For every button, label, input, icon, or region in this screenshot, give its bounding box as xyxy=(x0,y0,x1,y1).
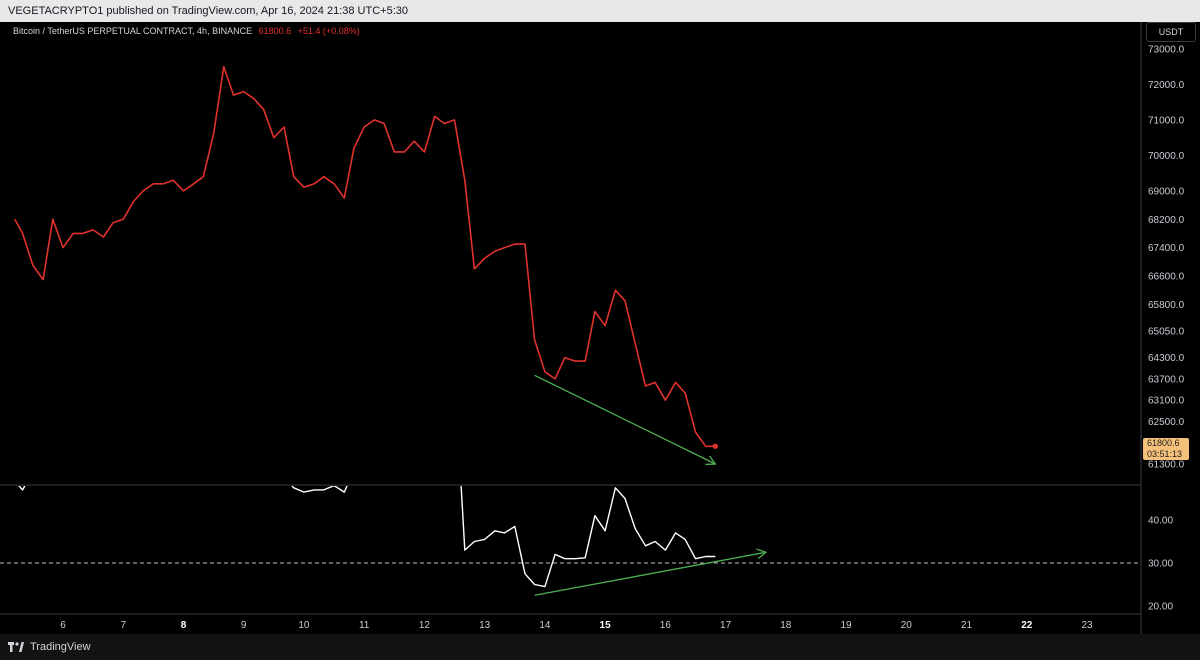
price-tick-label: 67400.0 xyxy=(1148,243,1185,254)
price-trend-arrow xyxy=(534,374,716,465)
indicator-tick-label: 40.00 xyxy=(1148,516,1173,527)
time-tick-label: 8 xyxy=(181,620,187,631)
currency-unit-label[interactable]: USDT xyxy=(1146,22,1196,42)
indicator-axis[interactable]: 40.00 30.00 20.00 xyxy=(1148,516,1173,613)
time-tick-label: 23 xyxy=(1081,620,1093,631)
price-axis[interactable]: 73000.0 72000.0 71000.0 70000.0 69000.0 68200… xyxy=(1148,45,1185,471)
price-tick-label: 70000.0 xyxy=(1148,151,1185,162)
price-tick-label: 66600.0 xyxy=(1148,272,1185,283)
price-tick-label: 64300.0 xyxy=(1148,353,1185,364)
time-tick-label: 18 xyxy=(780,620,792,631)
time-tick-label: 10 xyxy=(298,620,310,631)
currency-unit-text: USDT xyxy=(1158,27,1184,37)
time-tick-label: 14 xyxy=(539,620,551,631)
time-tick-label: 15 xyxy=(600,620,612,631)
price-pane xyxy=(14,65,718,449)
price-tick-label: 62500.0 xyxy=(1148,417,1185,428)
time-tick-label: 22 xyxy=(1021,620,1033,631)
price-tick-label: 73000.0 xyxy=(1148,45,1185,56)
time-tick-label: 9 xyxy=(241,620,247,631)
time-tick-label: 19 xyxy=(840,620,852,631)
legend-symbol: Bitcoin / TetherUS PERPETUAL CONTRACT, 4… xyxy=(13,26,253,36)
time-tick-label: 6 xyxy=(60,620,66,631)
price-tick-label: 72000.0 xyxy=(1148,80,1185,91)
time-tick-label: 21 xyxy=(961,620,973,631)
price-tick-label: 68200.0 xyxy=(1148,215,1185,226)
indicator-trend-arrow-head xyxy=(756,548,768,560)
legend-price: 61800.6 xyxy=(258,26,292,36)
price-tick-label: 69000.0 xyxy=(1148,186,1185,197)
price-trend-arrow-head xyxy=(705,455,717,466)
time-tick-label: 20 xyxy=(901,620,913,631)
publish-header-text: VEGETACRYPTO1 published on TradingView.c… xyxy=(8,5,409,17)
bar-countdown: 03:51:13 xyxy=(1147,449,1183,459)
footer-brand[interactable]: TradingView xyxy=(30,641,91,653)
price-tick-label: 65800.0 xyxy=(1148,300,1185,311)
chart-legend: Bitcoin / TetherUS PERPETUAL CONTRACT, 4… xyxy=(13,26,360,36)
indicator-series-line xyxy=(18,486,716,588)
tradingview-logo-icon[interactable] xyxy=(8,642,24,652)
publish-header: VEGETACRYPTO1 published on TradingView.c… xyxy=(0,0,1200,22)
time-tick-label: 11 xyxy=(359,620,370,631)
time-axis[interactable]: 6 7 8 9 10 11 12 13 14 15 16 17 18 19 20 21 22 23 xyxy=(60,620,1093,631)
price-tick-label: 63100.0 xyxy=(1148,396,1185,407)
price-tick-label: 63700.0 xyxy=(1148,374,1185,385)
last-price-dot xyxy=(712,443,718,449)
time-tick-label: 16 xyxy=(660,620,672,631)
indicator-pane xyxy=(18,486,716,588)
tradingview-footer: TradingView xyxy=(0,634,1200,660)
price-tick-label: 61300.0 xyxy=(1148,460,1185,471)
last-price-badge: 61800.6 03:51:13 xyxy=(1143,438,1189,460)
time-tick-label: 7 xyxy=(120,620,126,631)
indicator-tick-label: 30.00 xyxy=(1148,559,1173,570)
price-tick-label: 71000.0 xyxy=(1148,115,1185,126)
trend-arrows xyxy=(534,374,768,596)
price-series-line xyxy=(14,65,716,448)
time-tick-label: 17 xyxy=(720,620,732,631)
indicator-trend-arrow xyxy=(534,551,767,596)
legend-change: +51.4 (+0.08%) xyxy=(297,26,360,36)
indicator-tick-label: 20.00 xyxy=(1148,602,1173,613)
last-price-value: 61800.6 xyxy=(1147,438,1180,448)
time-tick-label: 12 xyxy=(419,620,431,631)
price-tick-label: 65050.0 xyxy=(1148,326,1185,337)
time-tick-label: 13 xyxy=(479,620,491,631)
